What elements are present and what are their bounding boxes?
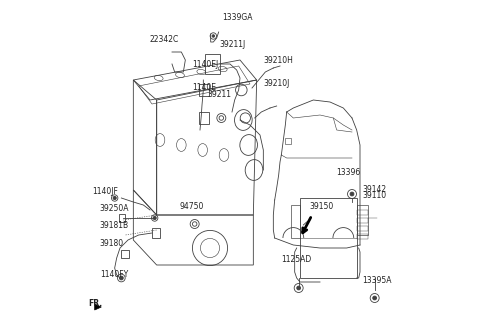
Text: 39211: 39211 [207,90,231,99]
Text: 39210H: 39210H [263,56,293,65]
Text: 94750: 94750 [180,202,204,211]
Text: 13395A: 13395A [362,276,392,285]
Polygon shape [95,304,101,310]
Circle shape [113,196,116,200]
Text: 39210J: 39210J [263,79,289,88]
Circle shape [350,192,354,196]
Text: 1125AD: 1125AD [282,255,312,264]
Text: 39142: 39142 [362,185,386,194]
Text: 13396: 13396 [336,168,360,177]
Text: 39180: 39180 [100,239,124,248]
Circle shape [373,296,377,300]
Text: 39150: 39150 [310,202,334,211]
Text: 1339GA: 1339GA [222,13,253,22]
Text: 1140E: 1140E [192,83,216,92]
Text: 39181B: 39181B [100,221,129,230]
Text: 1140FY: 1140FY [100,270,128,279]
Circle shape [212,35,215,37]
Circle shape [153,216,156,220]
Text: 1140JF: 1140JF [92,188,118,196]
Text: 39250A: 39250A [100,204,129,213]
Circle shape [120,276,123,280]
Text: 22342C: 22342C [150,35,179,44]
Text: 39211J: 39211J [219,40,245,49]
Text: 1140EJ: 1140EJ [192,60,219,69]
Text: FR.: FR. [88,299,102,308]
Circle shape [297,286,300,290]
Text: 39110: 39110 [362,191,386,200]
